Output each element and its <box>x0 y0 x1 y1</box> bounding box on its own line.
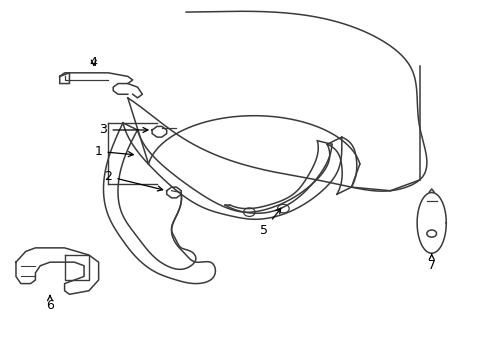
Text: 3: 3 <box>100 123 148 136</box>
Text: 6: 6 <box>46 295 54 311</box>
Text: 5: 5 <box>260 208 280 237</box>
Text: 4: 4 <box>90 55 98 69</box>
Text: 7: 7 <box>427 254 435 272</box>
Text: 1: 1 <box>95 145 133 158</box>
Text: 2: 2 <box>104 170 163 191</box>
